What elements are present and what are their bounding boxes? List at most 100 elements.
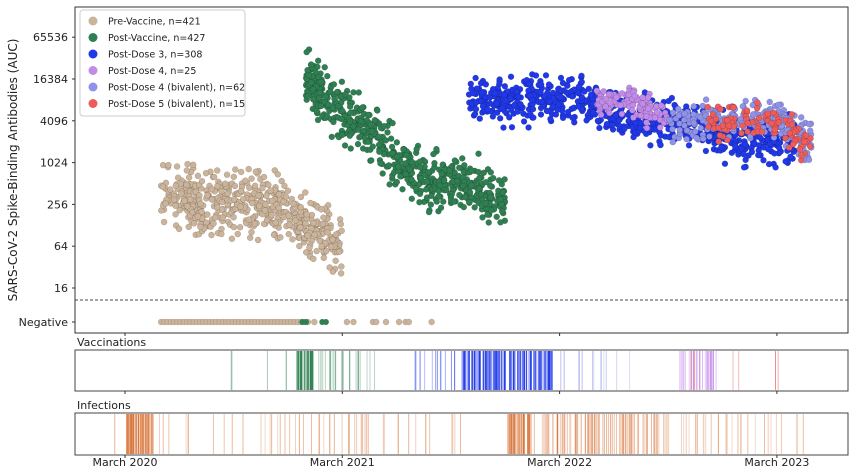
data-point xyxy=(805,156,813,164)
data-point xyxy=(555,101,562,109)
data-point xyxy=(218,198,226,206)
data-point xyxy=(338,227,345,235)
data-point xyxy=(286,221,293,229)
data-point xyxy=(330,118,337,126)
data-point xyxy=(731,143,739,150)
legend-marker xyxy=(88,49,98,59)
data-point xyxy=(472,99,480,106)
data-point xyxy=(172,182,180,190)
data-point xyxy=(265,181,272,189)
data-point xyxy=(497,219,504,226)
data-point xyxy=(425,208,433,216)
data-point xyxy=(568,93,576,100)
data-point xyxy=(184,160,191,168)
data-point xyxy=(251,220,259,227)
data-point xyxy=(317,102,325,110)
data-point xyxy=(693,134,700,142)
data-point xyxy=(379,170,386,177)
legend-marker xyxy=(88,33,98,42)
data-point xyxy=(484,211,491,218)
data-point xyxy=(637,119,644,127)
data-point xyxy=(578,78,586,86)
data-point xyxy=(639,100,646,107)
negative-point xyxy=(311,318,318,326)
data-point xyxy=(230,213,237,221)
data-point xyxy=(715,138,722,145)
data-point xyxy=(699,135,707,142)
data-point xyxy=(618,90,626,97)
data-point xyxy=(263,192,270,200)
data-point xyxy=(197,223,204,231)
data-point xyxy=(194,213,202,220)
data-point xyxy=(585,85,593,93)
data-point xyxy=(770,109,777,117)
data-point xyxy=(364,111,372,119)
data-point xyxy=(802,132,810,139)
data-point xyxy=(304,232,311,239)
data-point xyxy=(564,82,571,89)
data-point xyxy=(234,230,241,238)
data-point xyxy=(754,99,761,106)
data-point xyxy=(657,132,665,139)
data-point xyxy=(796,145,803,153)
data-point xyxy=(388,143,396,151)
data-point xyxy=(596,124,603,132)
data-point xyxy=(167,186,174,193)
data-point xyxy=(428,192,435,200)
data-point xyxy=(683,127,691,134)
data-point xyxy=(346,103,354,110)
data-point xyxy=(500,124,507,131)
data-point xyxy=(324,72,331,80)
data-point xyxy=(395,163,402,171)
data-point xyxy=(183,181,190,189)
data-point xyxy=(775,119,783,126)
data-point xyxy=(475,168,482,176)
data-point xyxy=(486,94,493,102)
data-point xyxy=(482,200,489,207)
y-tick-label: 256 xyxy=(47,198,68,211)
data-point xyxy=(202,169,210,177)
vaccinations-title: Vaccinations xyxy=(77,336,146,349)
data-point xyxy=(593,87,601,94)
data-point xyxy=(337,270,345,277)
data-point xyxy=(173,163,181,170)
data-point xyxy=(505,114,513,121)
data-point xyxy=(248,228,255,236)
data-point xyxy=(435,187,442,195)
data-point xyxy=(805,120,813,128)
data-point xyxy=(482,81,490,88)
negative-point xyxy=(382,318,390,326)
data-point xyxy=(368,127,376,135)
y-tick-label: 1024 xyxy=(40,157,68,170)
data-point xyxy=(740,164,748,171)
data-point xyxy=(393,139,401,146)
data-point xyxy=(594,117,602,125)
data-point xyxy=(322,93,329,101)
data-point xyxy=(350,123,357,130)
legend-label: Post-Vaccine, n=427 xyxy=(108,33,205,44)
data-point xyxy=(360,127,367,134)
data-point xyxy=(782,158,789,165)
data-point xyxy=(339,107,346,115)
data-point xyxy=(656,124,664,131)
data-point xyxy=(341,91,349,98)
data-point xyxy=(480,169,488,176)
data-point xyxy=(721,160,729,168)
data-point xyxy=(724,117,731,124)
data-point xyxy=(550,95,557,102)
data-point xyxy=(532,72,540,79)
data-point xyxy=(544,107,551,115)
data-point xyxy=(239,196,247,203)
data-point xyxy=(549,103,557,111)
data-point xyxy=(647,142,654,149)
data-point xyxy=(304,92,312,100)
data-point xyxy=(236,224,244,231)
data-point xyxy=(408,195,416,202)
data-point xyxy=(564,108,572,116)
data-point xyxy=(575,103,582,110)
data-point xyxy=(172,202,179,209)
data-point xyxy=(204,211,211,218)
data-point xyxy=(643,124,651,132)
data-point xyxy=(639,94,646,101)
data-point xyxy=(324,101,332,108)
